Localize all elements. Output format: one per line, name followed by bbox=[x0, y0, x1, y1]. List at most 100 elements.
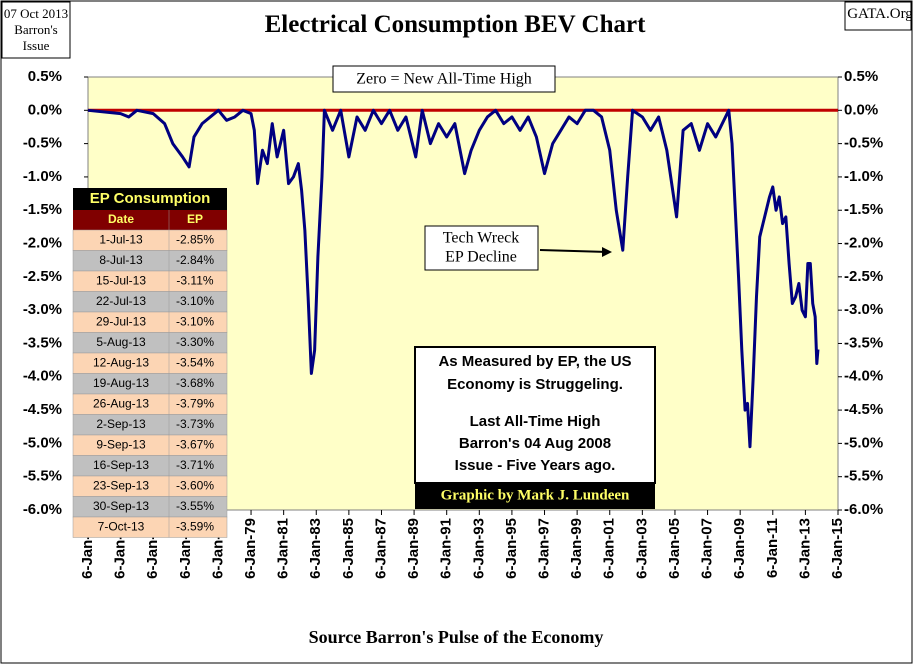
x-tick-label: 6-Jan-09 bbox=[731, 518, 748, 579]
table-cell: -3.54% bbox=[176, 355, 214, 369]
x-tick-label: 6-Jan-97 bbox=[535, 518, 552, 579]
x-tick-label: 6-Jan-83 bbox=[307, 518, 324, 579]
table-cell: -3.60% bbox=[176, 478, 214, 492]
x-tick-label: 6-Jan-13 bbox=[796, 518, 813, 579]
source-note: GATA.Org bbox=[847, 6, 913, 22]
table-cell: 7-Oct-13 bbox=[98, 519, 145, 533]
table-header-bg bbox=[73, 210, 227, 230]
tech-note: Tech Wreck bbox=[443, 230, 520, 247]
corner-note: 07 Oct 2013 bbox=[4, 6, 68, 21]
chart-title: Electrical Consumption BEV Chart bbox=[265, 11, 646, 38]
y-tick-label: -6.0% bbox=[23, 501, 62, 518]
y-tick-label: -4.0% bbox=[23, 368, 62, 385]
zero-note: Zero = New All-Time High bbox=[356, 71, 532, 88]
table-cell: -3.55% bbox=[176, 499, 214, 513]
y-tick-label: -4.5% bbox=[23, 401, 62, 418]
y2-tick-label: -3.5% bbox=[844, 334, 883, 351]
y2-tick-label: -4.5% bbox=[844, 401, 883, 418]
corner-note: Barron's bbox=[14, 22, 58, 37]
table-cell: 15-Jul-13 bbox=[96, 273, 146, 287]
source-box bbox=[844, 1, 912, 31]
table-cell: -3.71% bbox=[176, 458, 214, 472]
y2-tick-label: -6.0% bbox=[844, 501, 883, 518]
table-title: EP Consumption bbox=[90, 190, 211, 207]
y2-tick-label: -1.5% bbox=[844, 201, 883, 218]
arrow bbox=[539, 249, 609, 253]
x-tick-label: 6-Jan-01 bbox=[601, 518, 618, 579]
x-tick-label: 6-Jan-95 bbox=[503, 518, 520, 579]
x-tick-label: 6-Jan-15 bbox=[829, 518, 846, 579]
tech-note-box bbox=[424, 225, 539, 271]
table-cell: 12-Aug-13 bbox=[93, 355, 149, 369]
x-tick-label: 6-Jan-81 bbox=[275, 518, 292, 579]
y-tick-label: -5.5% bbox=[23, 468, 62, 485]
table-cell: -3.10% bbox=[176, 294, 214, 308]
y2-tick-label: -2.5% bbox=[844, 268, 883, 285]
y-tick-label: -3.5% bbox=[23, 334, 62, 351]
credit-box bbox=[415, 483, 655, 509]
y2-tick-label: -5.5% bbox=[844, 468, 883, 485]
x-tick-label: 6-Jan-07 bbox=[699, 518, 716, 579]
x-tick-label: 6-Jan-79 bbox=[242, 518, 259, 579]
info-text: Last All-Time High bbox=[470, 413, 601, 430]
series-line bbox=[87, 108, 820, 449]
x-axis-label: Source Barron's Pulse of the Economy bbox=[309, 627, 604, 647]
y-tick-label: -0.5% bbox=[23, 135, 62, 152]
table-cell: -2.85% bbox=[176, 232, 214, 246]
info-text: Issue - Five Years ago. bbox=[455, 457, 616, 474]
table-row-bg bbox=[72, 516, 228, 538]
table-cell: 2-Sep-13 bbox=[96, 417, 146, 431]
table-cell: 5-Aug-13 bbox=[96, 335, 146, 349]
credit: Graphic by Mark J. Lundeen bbox=[441, 487, 630, 503]
table-header: Date bbox=[108, 212, 134, 226]
table-cell: 29-Jul-13 bbox=[96, 314, 146, 328]
x-tick-label: 6-Jan-89 bbox=[405, 518, 422, 579]
y-tick-label: -1.5% bbox=[23, 201, 62, 218]
arrow-head bbox=[602, 247, 612, 257]
y-tick-label: -2.5% bbox=[23, 268, 62, 285]
table-title-bg bbox=[73, 188, 227, 210]
y2-tick-label: -2.0% bbox=[844, 235, 883, 252]
y2-tick-label: -5.0% bbox=[844, 434, 883, 451]
info-text: As Measured by EP, the US bbox=[438, 353, 631, 370]
y-tick-label: 0.5% bbox=[28, 68, 62, 85]
y-tick-label: -5.0% bbox=[23, 434, 62, 451]
table-cell: -2.84% bbox=[176, 253, 214, 267]
table-cell: -3.11% bbox=[176, 273, 213, 287]
table-cell: -3.59% bbox=[176, 519, 214, 533]
table-cell: 9-Sep-13 bbox=[96, 437, 146, 451]
table-cell: -3.68% bbox=[176, 376, 214, 390]
x-tick-label: 6-Jan-85 bbox=[340, 518, 357, 579]
x-tick-label: 6-Jan-05 bbox=[666, 518, 683, 579]
y-tick-label: -3.0% bbox=[23, 301, 62, 318]
tech-note: EP Decline bbox=[445, 249, 517, 266]
table-cell: 16-Sep-13 bbox=[93, 458, 149, 472]
table-cell: -3.10% bbox=[176, 314, 214, 328]
y2-tick-label: -0.5% bbox=[844, 135, 883, 152]
table-cell: 8-Jul-13 bbox=[99, 253, 143, 267]
y-tick-label: 0.0% bbox=[28, 101, 62, 118]
table-cell: 1-Jul-13 bbox=[99, 232, 143, 246]
table-cell: -3.30% bbox=[176, 335, 214, 349]
table-header: EP bbox=[187, 212, 203, 226]
table-cell: 22-Jul-13 bbox=[96, 294, 146, 308]
x-tick-label: 6-Jan-03 bbox=[633, 518, 650, 579]
x-tick-label: 6-Jan-11 bbox=[764, 518, 781, 578]
table-cell: 23-Sep-13 bbox=[93, 478, 149, 492]
x-tick-label: 6-Jan-87 bbox=[372, 518, 389, 579]
y2-tick-label: 0.0% bbox=[844, 101, 878, 118]
y2-tick-label: -1.0% bbox=[844, 168, 883, 185]
table-cell: -3.79% bbox=[176, 396, 214, 410]
zero-note-box bbox=[332, 65, 556, 93]
y2-tick-label: -4.0% bbox=[844, 368, 883, 385]
y-tick-label: -2.0% bbox=[23, 235, 62, 252]
corner-note: Issue bbox=[23, 38, 50, 53]
y-tick-label: -1.0% bbox=[23, 168, 62, 185]
y2-tick-label: -3.0% bbox=[844, 301, 883, 318]
table-cell: 26-Aug-13 bbox=[93, 396, 149, 410]
info-box bbox=[414, 346, 656, 484]
info-text: Economy is Struggeling. bbox=[447, 376, 623, 393]
table-cell: -3.67% bbox=[176, 437, 214, 451]
x-tick-label: 6-Jan-99 bbox=[568, 518, 585, 579]
